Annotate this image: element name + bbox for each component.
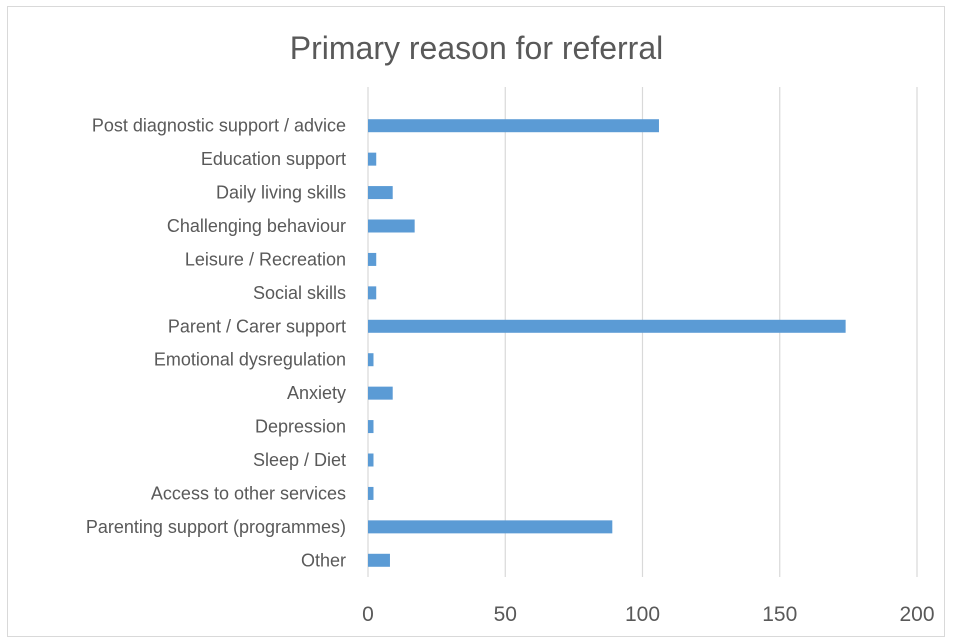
category-label: Emotional dysregulation xyxy=(154,350,346,370)
x-tick-label: 200 xyxy=(899,603,934,626)
bar xyxy=(368,219,415,233)
x-tick-label: 150 xyxy=(762,603,797,626)
bar xyxy=(368,420,374,434)
bar xyxy=(368,286,377,300)
category-label: Social skills xyxy=(253,283,346,303)
bar xyxy=(368,319,846,333)
bar xyxy=(368,252,377,266)
bar xyxy=(368,186,393,200)
bar xyxy=(368,486,374,500)
bar xyxy=(368,386,393,400)
category-label: Other xyxy=(301,550,346,570)
category-label: Parent / Carer support xyxy=(168,316,346,336)
bar xyxy=(368,453,374,467)
category-label: Access to other services xyxy=(151,483,346,503)
category-label: Post diagnostic support / advice xyxy=(92,116,346,136)
bar xyxy=(368,152,377,166)
category-label: Depression xyxy=(255,417,346,437)
x-tick-label: 100 xyxy=(625,603,660,626)
x-tick-label: 0 xyxy=(362,603,374,626)
bar xyxy=(368,353,374,367)
category-label: Challenging behaviour xyxy=(167,216,346,236)
category-label: Anxiety xyxy=(287,383,346,403)
bar xyxy=(368,553,390,567)
chart-title: Primary reason for referral xyxy=(289,30,664,66)
category-label: Leisure / Recreation xyxy=(185,249,346,269)
category-label: Parenting support (programmes) xyxy=(86,517,346,537)
category-label: Sleep / Diet xyxy=(253,450,346,470)
bar xyxy=(368,520,613,534)
category-label: Education support xyxy=(201,149,346,169)
bar xyxy=(368,119,659,133)
category-label: Daily living skills xyxy=(216,183,346,203)
x-tick-label: 50 xyxy=(494,603,517,626)
